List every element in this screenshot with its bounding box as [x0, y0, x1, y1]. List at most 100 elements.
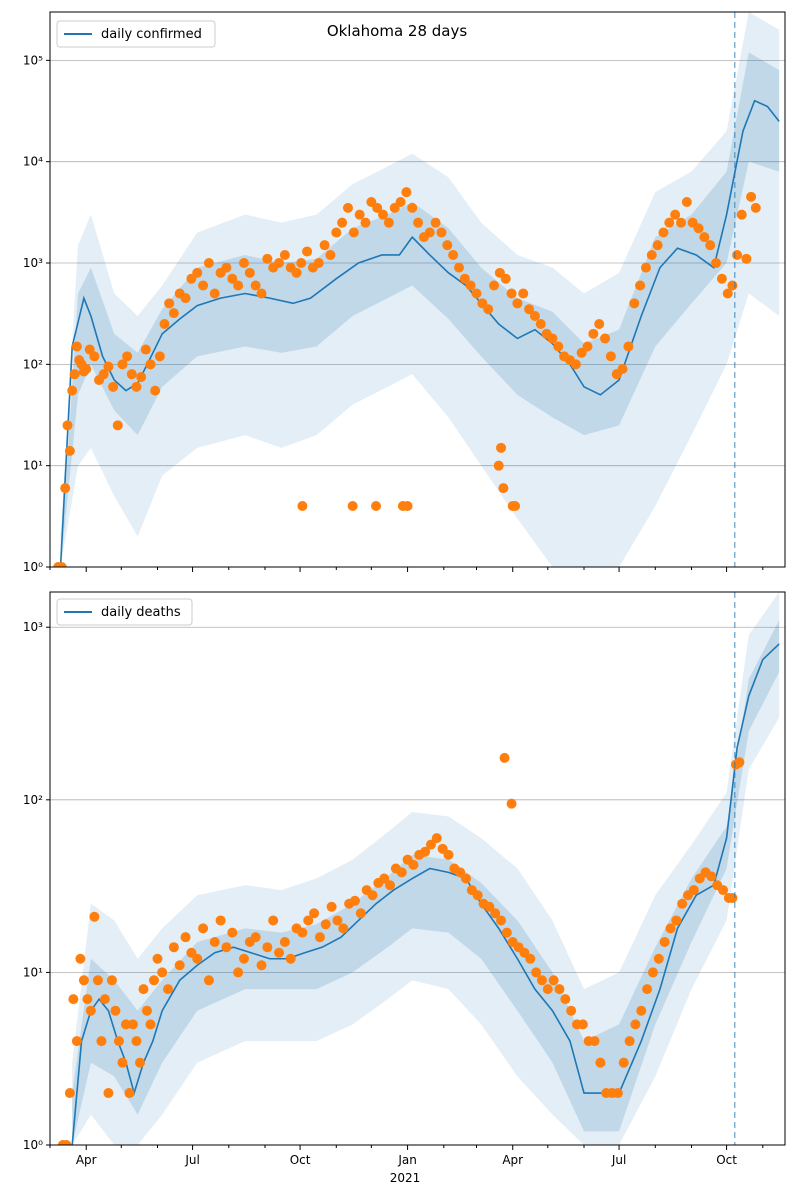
deaths-observation-point: [78, 975, 89, 986]
confirmed-observation-point: [71, 341, 82, 352]
confirmed-observation-point: [159, 319, 170, 330]
confirmed-observation-point: [489, 280, 500, 291]
deaths-axes-frame: [49, 591, 786, 1146]
confirmed-observation-point: [348, 227, 359, 238]
deaths-observation-point: [215, 915, 226, 926]
confirmed-observation-point: [342, 202, 353, 213]
confirmed-observation-point: [140, 344, 151, 355]
confirmed-observation-point: [325, 249, 336, 260]
deaths-observation-point: [124, 1088, 135, 1099]
x-axis-year-label: 2021: [390, 1171, 421, 1185]
confirmed-plot-area: [50, 12, 785, 567]
deaths-observation-point: [332, 915, 343, 926]
deaths-observation-point: [92, 975, 103, 986]
confirmed-observation-point: [354, 209, 365, 220]
confirmed-observation-point: [518, 288, 529, 299]
deaths-observation-point: [279, 937, 290, 948]
deaths-observation-point: [630, 1019, 641, 1030]
deaths-observation-point: [192, 953, 203, 964]
deaths-observation-point: [566, 1005, 577, 1016]
confirmed-observation-point: [227, 273, 238, 284]
confirmed-observation-point: [383, 217, 394, 228]
deaths-observation-point: [274, 947, 285, 958]
confirmed-observation-point: [81, 363, 92, 374]
deaths-uncertainty-bands: [72, 592, 780, 1145]
deaths-observation-point: [531, 967, 542, 978]
deaths-observation-point: [303, 915, 314, 926]
deaths-observation-point: [297, 927, 308, 938]
x-tick-label: Jan: [397, 1153, 417, 1167]
deaths-observation-point: [595, 1057, 606, 1068]
confirmed-observation-point: [741, 253, 752, 264]
confirmed-observation-point: [524, 304, 535, 315]
confirmed-observation-point: [510, 500, 521, 511]
confirmed-observation-point: [154, 351, 165, 362]
deaths-observation-point: [548, 975, 559, 986]
deaths-observation-point: [314, 932, 325, 943]
confirmed-observation-point: [164, 298, 175, 309]
deaths-observation-point: [256, 960, 267, 971]
confirmed-observation-point: [705, 240, 716, 251]
deaths-y-axis: 10⁰ 10¹ 10² 10³: [23, 620, 50, 1152]
deaths-observation-point: [227, 927, 238, 938]
confirmed-observation-point: [465, 280, 476, 291]
deaths-observation-point: [659, 937, 670, 948]
confirmed-observation-point: [617, 363, 628, 374]
deaths-observation-point: [71, 1036, 82, 1047]
confirmed-observation-point: [746, 191, 757, 202]
confirmed-observation-point: [60, 483, 71, 494]
confirmed-observation-point: [372, 202, 383, 213]
confirmed-observation-point: [430, 217, 441, 228]
deaths-observation-point: [320, 919, 331, 930]
confirmed-observation-point: [576, 347, 587, 358]
deaths-observation-point: [268, 915, 279, 926]
confirmed-observation-point: [635, 280, 646, 291]
confirmed-observation-point: [498, 483, 509, 494]
deaths-legend-label: daily deaths: [101, 605, 181, 620]
deaths-observation-point: [706, 871, 717, 882]
confirmed-observation-point: [56, 562, 67, 567]
deaths-observation-point: [577, 1019, 588, 1030]
confirmed-observation-point: [716, 273, 727, 284]
deaths-observation-point: [647, 967, 658, 978]
deaths-band-outer: [72, 592, 780, 1145]
deaths-observation-point: [525, 953, 536, 964]
confirmed-observation-point: [750, 202, 761, 213]
deaths-observation-point: [484, 901, 495, 912]
confirmed-observation-point: [424, 227, 435, 238]
deaths-observation-point: [180, 932, 191, 943]
confirmed-observation-point: [693, 223, 704, 234]
deaths-observation-point: [198, 923, 209, 934]
confirmed-chart-title: Oklahoma 28 days: [327, 22, 468, 40]
deaths-observation-point: [138, 984, 149, 995]
deaths-observation-point: [99, 994, 110, 1005]
deaths-observation-point: [542, 984, 553, 995]
confirmed-y-axis: 10⁰ 10¹ 10² 10³ 10⁴ 10⁵: [23, 53, 50, 574]
deaths-observation-point: [203, 975, 214, 986]
confirmed-observation-point: [108, 381, 119, 392]
deaths-observation-point: [148, 975, 159, 986]
deaths-observation-point: [68, 994, 79, 1005]
confirmed-observation-point: [658, 227, 669, 238]
deaths-observation-point: [612, 1088, 623, 1099]
confirmed-observation-point: [506, 288, 517, 299]
confirmed-legend-box: [56, 20, 216, 48]
confirmed-observation-point: [313, 258, 324, 269]
deaths-observation-point: [425, 839, 436, 850]
deaths-observation-point: [408, 859, 419, 870]
deaths-observation-point: [168, 942, 179, 953]
deaths-panel: 10⁰ 10¹ 10² 10³ Apr Jul Oct Jan Apr Jul Oct daily…: [23, 591, 786, 1185]
confirmed-observation-point: [471, 288, 482, 299]
confirmed-observation-point: [198, 280, 209, 291]
deaths-observation-point: [496, 915, 507, 926]
confirmed-observation-point: [291, 267, 302, 278]
deaths-observation-point: [653, 953, 664, 964]
deaths-observation-point: [75, 953, 86, 964]
deaths-observation-point: [110, 1005, 121, 1016]
confirmed-observation-point: [407, 202, 418, 213]
deaths-observation-point: [677, 898, 688, 909]
deaths-observation-point: [443, 849, 454, 860]
deaths-band-inner: [72, 620, 780, 1145]
confirmed-observation-point: [112, 420, 123, 431]
deaths-observation-point: [134, 1057, 145, 1068]
